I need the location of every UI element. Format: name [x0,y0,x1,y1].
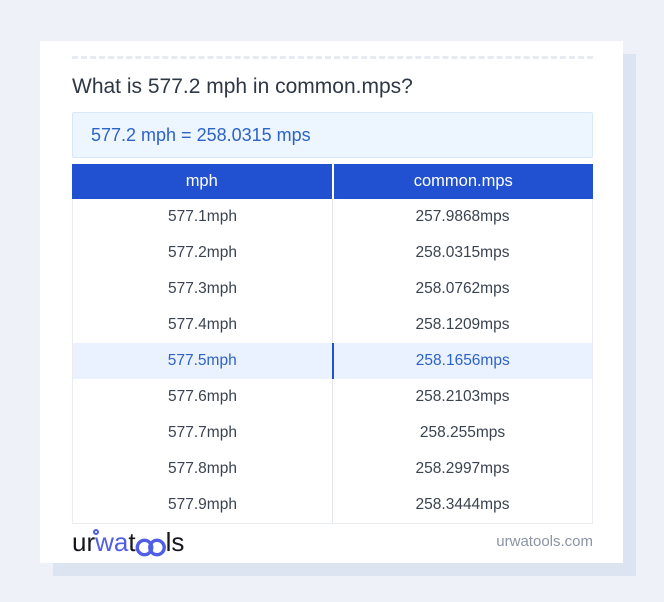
mps-value-link[interactable]: 258.255mps [419,424,506,441]
mph-value-link[interactable]: 577.6mph [73,379,333,415]
table-row: 577.4mph 258.1209mps [73,307,592,343]
logo-text-ls: ls [165,526,185,557]
mph-value-link[interactable]: 577.1mph [73,199,333,235]
table-row: 577.7mph 258.255mps [73,415,592,451]
mps-value-link[interactable]: 258.2997mps [415,460,510,477]
column-header-mph: mph [72,164,334,199]
urwatools-logo[interactable]: ur wa t ls [72,528,184,556]
mps-value-link[interactable]: 258.3444mps [415,496,510,513]
table-header-row: mph common.mps [72,164,593,199]
mph-value-link[interactable]: 577.5mph [73,343,334,379]
conversion-result-box: 577.2 mph = 258.0315 mps [72,112,593,158]
mps-value-link[interactable]: 258.1656mps [415,352,510,369]
table-row: 577.1mph 257.9868mps [73,199,592,235]
logo-ring-icon [93,528,100,535]
table-row: 577.9mph 258.3444mps [73,487,592,523]
mps-value-link[interactable]: 258.1209mps [415,316,510,333]
mps-value-link[interactable]: 258.0315mps [415,244,510,261]
mph-value-link[interactable]: 577.2mph [73,235,333,271]
table-row: 577.2mph 258.0315mps [73,235,592,271]
converter-card: What is 577.2 mph in common.mps? 577.2 m… [40,41,623,563]
table-row: 577.8mph 258.2997mps [73,451,592,487]
dashed-divider [72,56,593,59]
table-body: 577.1mph 257.9868mps 577.2mph 258.0315mps 57… [72,199,593,524]
mps-value-link[interactable]: 258.2103mps [415,388,510,405]
table-row-highlighted: 577.5mph 258.1656mps [73,343,592,379]
table-row: 577.6mph 258.2103mps [73,379,592,415]
logo-text-wa: wa [95,526,129,557]
mps-value-link[interactable]: 257.9868mps [415,208,510,225]
site-label: urwatools.com [496,533,593,550]
conversion-result-text: 577.2 mph = 258.0315 mps [91,124,311,145]
column-header-common-mps: common.mps [413,172,513,190]
logo-text-t: t [128,526,136,557]
mps-value-link[interactable]: 258.0762mps [415,280,510,297]
mph-value-link[interactable]: 577.4mph [73,307,333,343]
mph-value-link[interactable]: 577.9mph [73,487,333,523]
table-row: 577.3mph 258.0762mps [73,271,592,307]
logo-oo-circles-icon [135,538,166,556]
footer: ur wa t ls urwatools.com [72,520,593,563]
mph-value-link[interactable]: 577.7mph [73,415,333,451]
page-title: What is 577.2 mph in common.mps? [72,75,413,98]
mph-value-link[interactable]: 577.8mph [73,451,333,487]
logo-text-ur: ur [72,526,96,557]
conversion-table: mph common.mps 577.1mph 257.9868mps 577.2m… [72,164,593,524]
mph-value-link[interactable]: 577.3mph [73,271,333,307]
